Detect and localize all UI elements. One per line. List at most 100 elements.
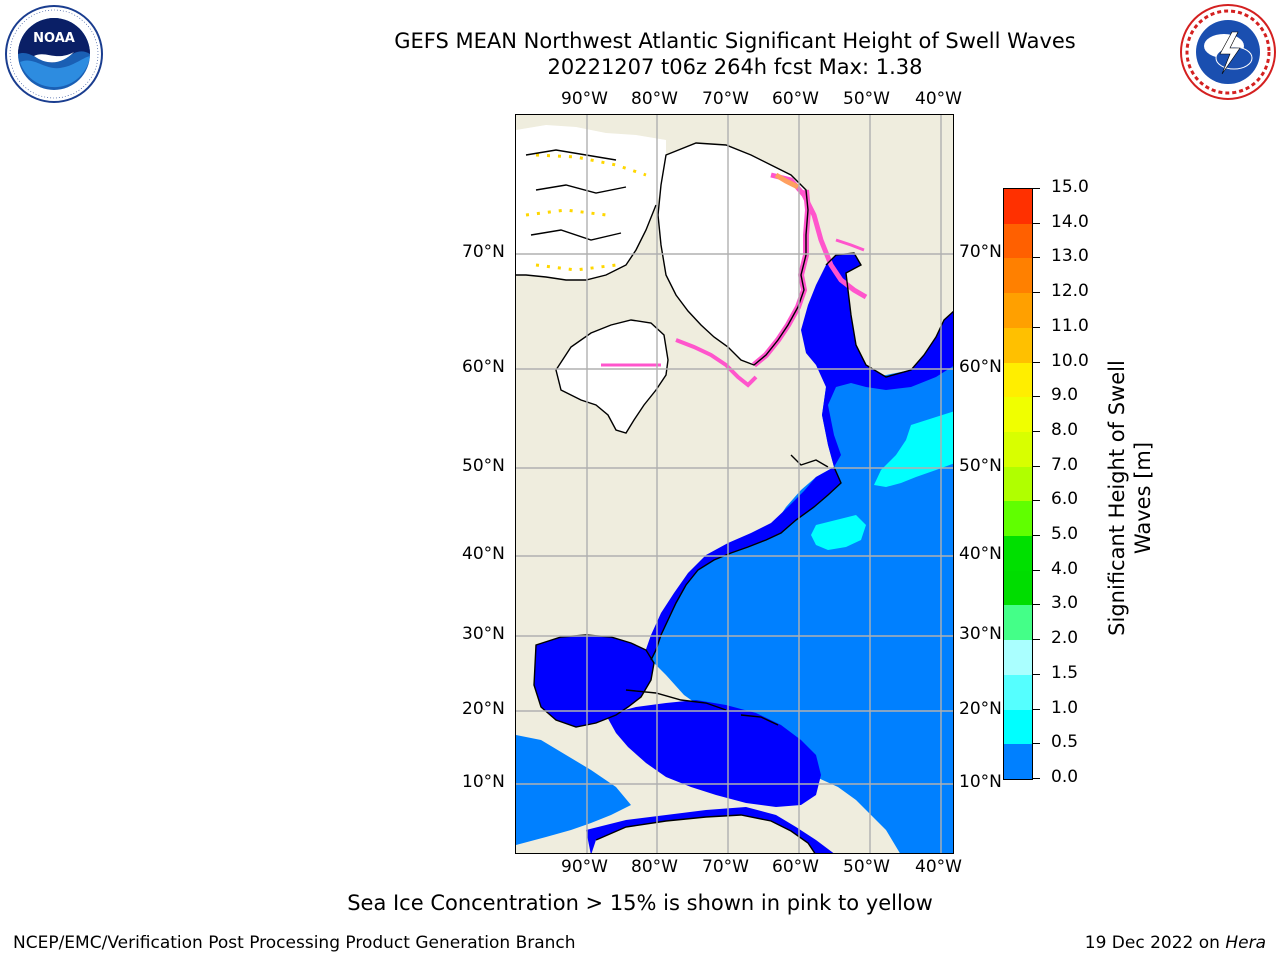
lat-label-right-60n: 60°N (959, 357, 1002, 377)
lat-label-left-70n: 70°N (462, 242, 505, 262)
lon-label-top-90w: 90°W (561, 89, 608, 109)
south-america-land (591, 815, 815, 853)
colorbar-tick-label: 0.5 (1051, 732, 1079, 753)
colorbar-tick-label: 6.0 (1051, 489, 1079, 510)
colorbar-tick-mark (1033, 535, 1040, 537)
labrador-ice-edge (675, 338, 758, 388)
colorbar-segment (1004, 293, 1032, 329)
colorbar-tick-mark (1033, 292, 1040, 294)
colorbar-segment (1004, 223, 1032, 259)
caribbean-sea (606, 700, 821, 807)
noaa-text: NOAA (33, 31, 75, 46)
lon-label-bottom-50w: 50°W (843, 857, 890, 877)
lon-label-top-50w: 50°W (843, 89, 890, 109)
colorbar-tick-label: 1.0 (1051, 697, 1079, 718)
colorbar-tick-label: 8.0 (1051, 419, 1079, 440)
hudson-bay-ice (556, 320, 668, 433)
title-line-2: 20221207 t06z 264h fcst Max: 1.38 (547, 55, 923, 79)
lon-label-bottom-70w: 70°W (702, 857, 749, 877)
colorbar-segment (1004, 327, 1032, 364)
lat-label-right-10n: 10°N (959, 772, 1002, 792)
colorbar-tick-label: 1.5 (1051, 662, 1079, 683)
generation-date: 19 Dec 2022 on Hera (1085, 933, 1266, 953)
colorbar-segment (1004, 536, 1032, 572)
lat-label-right-50n: 50°N (959, 456, 1002, 476)
colorbar-label: Significant Height of Swell Waves [m] (1104, 328, 1156, 668)
colorbar-tick-label: 4.0 (1051, 558, 1079, 579)
colorbar-tick-mark (1033, 639, 1040, 641)
lat-label-left-30n: 30°N (462, 624, 505, 644)
colorbar-segment (1004, 362, 1032, 398)
machine-name: Hera (1225, 933, 1266, 953)
colorbar-tick-mark (1033, 569, 1040, 571)
colorbar-tick-mark (1033, 465, 1040, 467)
lat-label-left-20n: 20°N (462, 699, 505, 719)
colorbar-tick-mark (1033, 188, 1040, 189)
map-svg (516, 115, 953, 853)
colorbar-segment (1004, 258, 1032, 294)
colorbar-tick-label: 10.0 (1051, 350, 1089, 371)
ocean-swell-0.0-0.5-coastal (801, 253, 953, 467)
lon-label-top-70w: 70°W (702, 89, 749, 109)
colorbar-tick-label: 9.0 (1051, 385, 1079, 406)
lat-label-right-40n: 40°N (959, 544, 1002, 564)
colorbar-segment (1004, 744, 1032, 780)
colorbar (1003, 188, 1033, 780)
colorbar-tick-label: 14.0 (1051, 211, 1089, 232)
colorbar-tick-mark (1033, 778, 1040, 779)
arctic-archipelago-ice (516, 125, 666, 280)
greenland-north-ice-edge (774, 172, 800, 190)
lat-label-right-70n: 70°N (959, 242, 1002, 262)
colorbar-tick-mark (1033, 604, 1040, 606)
lon-label-bottom-90w: 90°W (561, 857, 608, 877)
title-line-1: GEFS MEAN Northwest Atlantic Significant… (394, 29, 1076, 53)
colorbar-segment (1004, 674, 1032, 711)
colorbar-segment (1004, 189, 1032, 225)
lat-label-right-30n: 30°N (959, 624, 1002, 644)
colorbar-tick-mark (1033, 430, 1040, 432)
lat-label-left-60n: 60°N (462, 357, 505, 377)
colorbar-tick-mark (1033, 361, 1040, 363)
colorbar-tick-label: 7.0 (1051, 454, 1079, 475)
colorbar-segment (1004, 397, 1032, 433)
branch-credit: NCEP/EMC/Verification Post Processing Pr… (13, 933, 576, 953)
colorbar-tick-mark (1033, 326, 1040, 328)
lon-label-bottom-80w: 80°W (631, 857, 678, 877)
noaa-logo: NOAA (4, 4, 104, 104)
generation-date-text: 19 Dec 2022 on (1084, 933, 1226, 953)
lat-label-right-20n: 20°N (959, 699, 1002, 719)
arctic-ice-dots (525, 153, 647, 272)
colorbar-segment (1004, 709, 1032, 745)
colorbar-tick-label: 11.0 (1051, 315, 1089, 336)
colorbar-tick-label: 12.0 (1051, 281, 1089, 302)
colorbar-tick-label: 13.0 (1051, 246, 1089, 267)
gulf-of-mexico (534, 635, 654, 727)
colorbar-tick-mark (1033, 257, 1040, 259)
colorbar-tick-mark (1033, 222, 1040, 224)
colorbar-label-line-2: Waves [m] (1131, 441, 1155, 555)
colorbar-tick-mark (1033, 500, 1040, 502)
gridlines (516, 115, 953, 853)
ocean-swell-0.0-0.5-shelf (644, 467, 841, 660)
colorbar-segment (1004, 570, 1032, 606)
colorbar-tick-mark (1033, 743, 1040, 745)
colorbar-tick-mark (1033, 673, 1040, 675)
colorbar-ticks: 15.0 14.0 13.0 12.0 11.0 10.0 9.0 8.0 7.0 6.0 5.0 4… (1033, 177, 1113, 788)
colorbar-tick-label: 15.0 (1051, 177, 1089, 197)
lon-label-bottom-60w: 60°W (772, 857, 819, 877)
colorbar-segment (1004, 640, 1032, 676)
nws-logo (1178, 2, 1278, 102)
swell-1.0-1.5-patch-2 (811, 515, 866, 550)
map-panel (515, 114, 954, 854)
lat-label-left-40n: 40°N (462, 544, 505, 564)
pacific-strip (516, 735, 631, 845)
lat-label-left-10n: 10°N (462, 772, 505, 792)
sea-ice-note: Sea Ice Concentration > 15% is shown in … (347, 891, 933, 915)
colorbar-segment (1004, 501, 1032, 537)
lon-label-top-80w: 80°W (631, 89, 678, 109)
colorbar-tick-label: 0.0 (1051, 767, 1079, 787)
lon-label-top-60w: 60°W (772, 89, 819, 109)
colorbar-segment (1004, 466, 1032, 502)
colorbar-tick-label: 3.0 (1051, 593, 1079, 614)
lon-label-bottom-40w: 40°W (915, 857, 962, 877)
